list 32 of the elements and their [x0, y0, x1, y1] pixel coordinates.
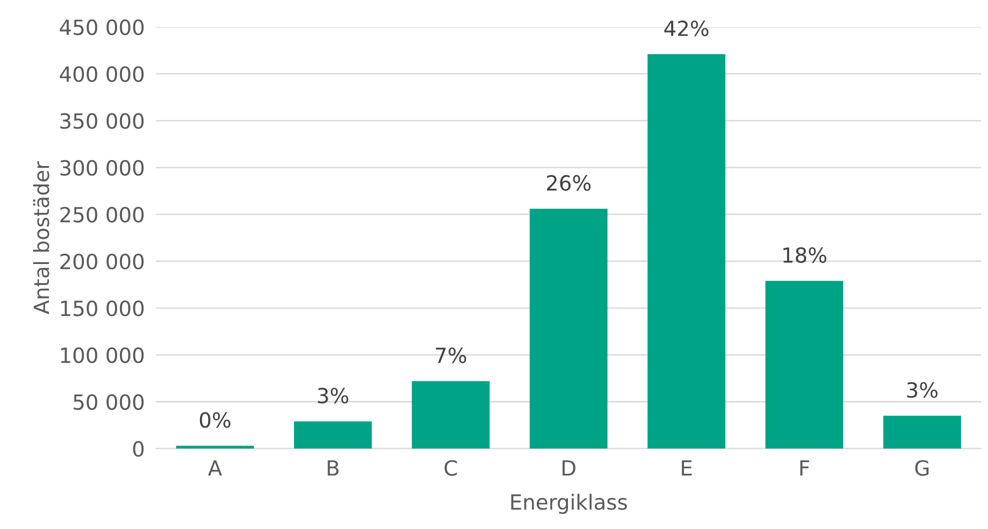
bar — [530, 208, 608, 449]
x-tick-label: B — [328, 460, 339, 476]
y-tick-label: 350 000 — [60, 113, 144, 129]
y-tick-label: 50 000 — [74, 394, 144, 410]
x-tick-label: A — [208, 460, 222, 476]
annotation: 3% — [318, 388, 348, 404]
x-tick-label: G — [915, 460, 929, 476]
x-tick-label: D — [562, 460, 576, 476]
x-tick-label: E — [682, 460, 692, 476]
bar — [765, 280, 844, 449]
bar — [648, 54, 726, 449]
annotation: 42% — [664, 20, 708, 36]
annotation: 7% — [436, 347, 466, 364]
bar — [294, 421, 372, 449]
y-tick-label: 150 000 — [61, 300, 144, 316]
annotation: 0% — [200, 412, 230, 428]
annotation: 3% — [907, 382, 938, 398]
annotation: 18% — [783, 247, 826, 263]
bar — [883, 416, 962, 449]
x-axis-title: Energiklass — [511, 494, 627, 514]
y-tick-label: 250 000 — [60, 206, 144, 223]
y-tick-label: 0 — [133, 441, 144, 457]
annotation: 26% — [546, 175, 591, 191]
bar — [412, 381, 490, 449]
x-tick-label: C — [444, 460, 457, 476]
y-axis-title: Antal bostäder — [33, 161, 50, 314]
y-tick-label: 200 000 — [60, 254, 144, 270]
y-tick-label: 300 000 — [60, 160, 144, 176]
y-tick-label: 400 000 — [60, 66, 144, 82]
x-tick-label: F — [800, 460, 810, 476]
y-tick-label: 450 000 — [60, 19, 144, 36]
y-tick-label: 100 000 — [61, 347, 144, 364]
